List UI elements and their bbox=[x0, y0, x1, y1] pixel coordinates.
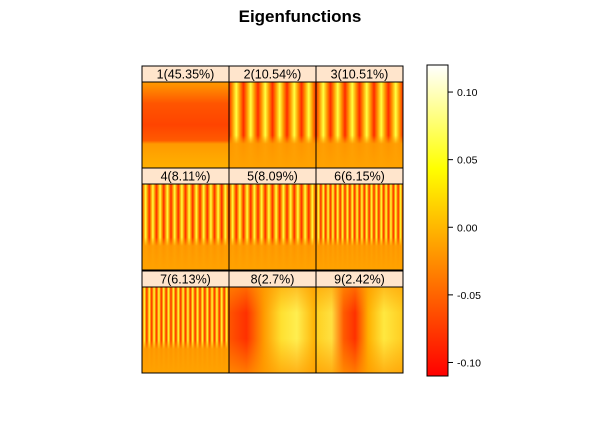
colorbar: 0.10 0.05 0.00 -0.05 -0.10 bbox=[426, 64, 481, 377]
panel-label-5: 5(8.09%) bbox=[247, 170, 298, 184]
colorbar-scale bbox=[426, 64, 449, 377]
colorbar-tick-label: 0.10 bbox=[457, 87, 478, 99]
panel-label-2: 2(10.54%) bbox=[244, 68, 302, 82]
heatmap-band-7 bbox=[142, 287, 229, 373]
panel-border-9 bbox=[315, 286, 404, 374]
heatmap-band-6 bbox=[316, 184, 403, 270]
heatmap-band-3 bbox=[316, 82, 403, 168]
panel-label-7: 7(6.13%) bbox=[160, 273, 211, 287]
panel-grid: 1(45.35%) 2(10.54%) 3(10.51%) 4(8.11%) 5(8.0… bbox=[141, 65, 404, 374]
panel-label-4: 4(8.11%) bbox=[161, 170, 211, 184]
colorbar-tick-label: -0.05 bbox=[457, 290, 481, 302]
panel-5: 5(8.09%) bbox=[228, 167, 317, 271]
panel-3: 3(10.51%) bbox=[315, 65, 404, 169]
panel-label-9: 9(2.42%) bbox=[334, 273, 385, 287]
colorbar-tick-label: -0.10 bbox=[457, 357, 481, 369]
panel-label-1: 1(45.35%) bbox=[157, 68, 215, 82]
panel-label-6: 6(6.15%) bbox=[334, 170, 385, 184]
chart-title: Eigenfunctions bbox=[239, 7, 362, 26]
panel-6: 6(6.15%) bbox=[315, 167, 404, 271]
panel-border-6 bbox=[315, 183, 404, 271]
panel-7: 7(6.13%) bbox=[141, 270, 230, 374]
heatmap-band-2 bbox=[229, 82, 316, 168]
panel-4: 4(8.11%) bbox=[141, 167, 230, 271]
heatmap-1 bbox=[142, 82, 229, 168]
heatmap-shade-9 bbox=[316, 287, 403, 373]
panel-label-3: 3(10.51%) bbox=[331, 68, 389, 82]
colorbar-tick-label: 0.00 bbox=[457, 222, 478, 234]
heatmap-band-5 bbox=[229, 184, 316, 270]
colorbar-tick-label: 0.05 bbox=[457, 155, 478, 167]
heatmap-shade-8 bbox=[229, 287, 316, 373]
panel-2: 2(10.54%) bbox=[228, 65, 317, 169]
panel-1: 1(45.35%) bbox=[141, 65, 230, 169]
panel-9: 9(2.42%) bbox=[315, 270, 404, 374]
panel-label-8: 8(2.7%) bbox=[251, 273, 295, 287]
panel-8: 8(2.7%) bbox=[228, 270, 317, 374]
heatmap-band-4 bbox=[142, 184, 229, 270]
